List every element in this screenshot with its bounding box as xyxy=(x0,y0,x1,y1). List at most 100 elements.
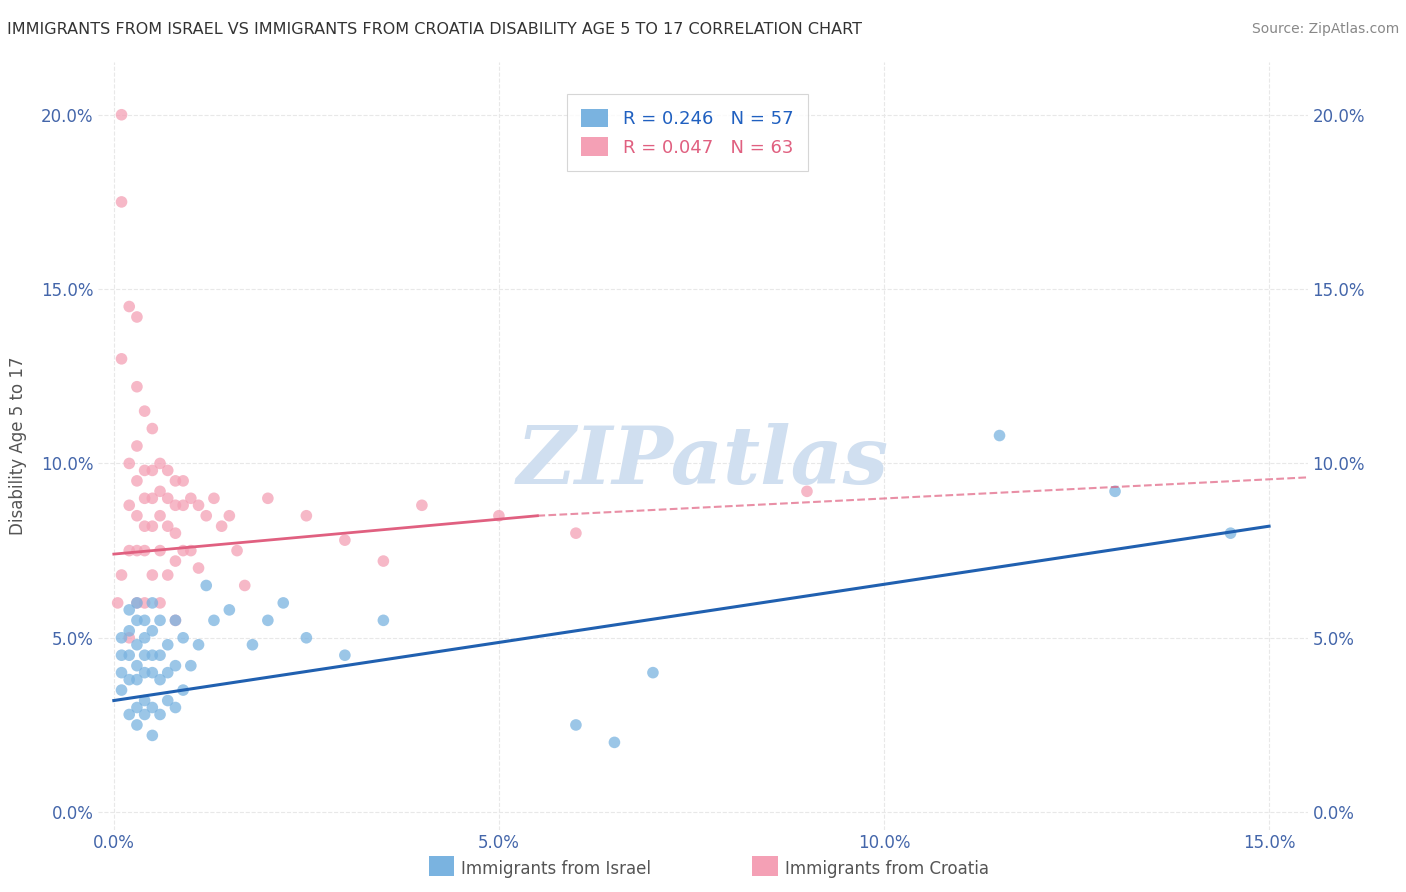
Point xyxy=(141,568,163,582)
Point xyxy=(156,665,179,680)
Point xyxy=(125,474,148,488)
Point xyxy=(141,624,163,638)
Text: Immigrants from Israel: Immigrants from Israel xyxy=(461,860,651,878)
Point xyxy=(149,543,172,558)
Point xyxy=(134,463,156,477)
Point xyxy=(257,613,280,627)
Text: Immigrants from Croatia: Immigrants from Croatia xyxy=(785,860,988,878)
Point xyxy=(488,508,510,523)
Point xyxy=(110,351,132,366)
Point xyxy=(110,648,132,663)
Point xyxy=(333,533,356,548)
Point xyxy=(156,693,179,707)
Point xyxy=(141,463,163,477)
Point xyxy=(156,519,179,533)
Point xyxy=(149,596,172,610)
Point xyxy=(149,613,172,627)
Legend: R = 0.246   N = 57, R = 0.047   N = 63: R = 0.246 N = 57, R = 0.047 N = 63 xyxy=(567,95,808,171)
Point xyxy=(134,519,156,533)
Point xyxy=(141,648,163,663)
Point xyxy=(118,673,141,687)
Point xyxy=(172,631,194,645)
Point xyxy=(149,648,172,663)
Point xyxy=(141,728,163,742)
Point xyxy=(172,498,194,512)
Point xyxy=(125,596,148,610)
Point xyxy=(172,474,194,488)
Point xyxy=(125,310,148,324)
Point xyxy=(125,613,148,627)
Point xyxy=(149,673,172,687)
Point xyxy=(796,484,818,499)
Point xyxy=(118,498,141,512)
Text: ZIPatlas: ZIPatlas xyxy=(517,423,889,500)
Point xyxy=(165,526,187,541)
Point xyxy=(110,683,132,698)
Point xyxy=(156,568,179,582)
Point xyxy=(988,428,1011,442)
Point xyxy=(110,108,132,122)
Point xyxy=(125,508,148,523)
Point xyxy=(295,631,318,645)
Point xyxy=(107,596,129,610)
Point xyxy=(134,693,156,707)
Point xyxy=(373,613,395,627)
Point xyxy=(125,658,148,673)
Point xyxy=(187,638,209,652)
Y-axis label: Disability Age 5 to 17: Disability Age 5 to 17 xyxy=(10,357,27,535)
Point xyxy=(211,519,233,533)
Point xyxy=(134,613,156,627)
Point xyxy=(118,457,141,471)
Point xyxy=(149,508,172,523)
Point xyxy=(134,596,156,610)
Point xyxy=(641,665,664,680)
Point xyxy=(195,508,218,523)
Point xyxy=(218,603,240,617)
Point xyxy=(172,543,194,558)
Point xyxy=(1104,484,1126,499)
Point xyxy=(165,700,187,714)
Text: IMMIGRANTS FROM ISRAEL VS IMMIGRANTS FROM CROATIA DISABILITY AGE 5 TO 17 CORRELA: IMMIGRANTS FROM ISRAEL VS IMMIGRANTS FRO… xyxy=(7,22,862,37)
Point xyxy=(565,718,588,732)
Point xyxy=(333,648,356,663)
Point xyxy=(165,474,187,488)
Point xyxy=(202,491,225,506)
Point xyxy=(156,463,179,477)
Point xyxy=(165,554,187,568)
Point xyxy=(156,638,179,652)
Point xyxy=(141,665,163,680)
Point xyxy=(218,508,240,523)
Point xyxy=(134,543,156,558)
Point xyxy=(134,631,156,645)
Point xyxy=(125,700,148,714)
Point xyxy=(149,484,172,499)
Point xyxy=(187,561,209,575)
Point xyxy=(141,596,163,610)
Point xyxy=(125,596,148,610)
Point xyxy=(134,665,156,680)
Point xyxy=(202,613,225,627)
Point xyxy=(165,498,187,512)
Point xyxy=(118,543,141,558)
Point xyxy=(118,707,141,722)
Point xyxy=(125,673,148,687)
Point xyxy=(242,638,264,652)
Point xyxy=(295,508,318,523)
Point xyxy=(118,300,141,314)
Point xyxy=(180,658,202,673)
Point xyxy=(411,498,433,512)
Point xyxy=(110,568,132,582)
Point xyxy=(134,491,156,506)
Point xyxy=(180,491,202,506)
Point xyxy=(118,648,141,663)
Point xyxy=(110,194,132,209)
Point xyxy=(125,439,148,453)
Point xyxy=(125,718,148,732)
Point xyxy=(110,631,132,645)
Point xyxy=(125,638,148,652)
Point xyxy=(125,543,148,558)
Point xyxy=(134,707,156,722)
Point xyxy=(165,613,187,627)
Point xyxy=(118,624,141,638)
Point xyxy=(141,491,163,506)
